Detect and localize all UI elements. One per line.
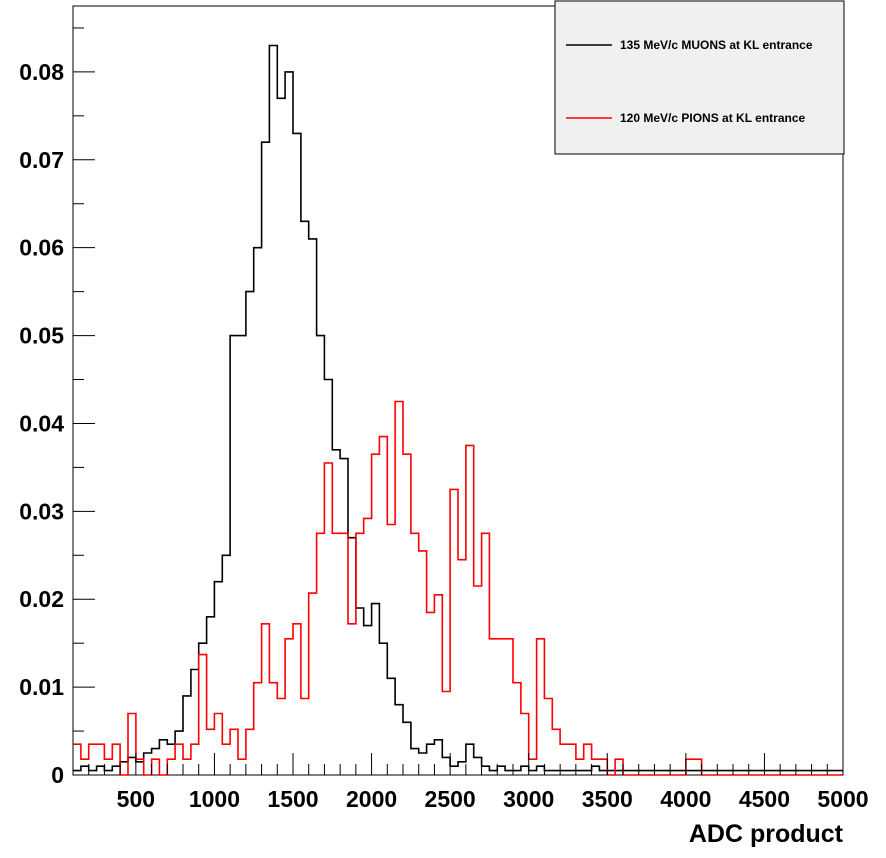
series-muons-histogram: [73, 44, 843, 772]
x-tick-label: 1000: [189, 786, 240, 812]
x-tick-label: 1500: [267, 786, 318, 812]
legend: 135 MeV/c MUONS at KL entrance 120 MeV/c…: [554, 0, 845, 155]
x-tick-label: 4000: [660, 786, 711, 812]
series-pions-histogram: [73, 400, 843, 776]
legend-box: [554, 0, 845, 155]
y-tick-label: 0.03: [19, 498, 64, 524]
tick-layer: [72, 27, 844, 776]
histogram-layer: [73, 44, 843, 776]
y-tick-label: 0.07: [19, 147, 64, 173]
y-tick-label: 0.04: [19, 410, 64, 436]
y-tick-label: 0.01: [19, 674, 64, 700]
x-tick-label: 2500: [425, 786, 476, 812]
legend-label-muons: 135 MeV/c MUONS at KL entrance: [620, 38, 813, 52]
legend-label-pions: 120 MeV/c PIONS at KL entrance: [620, 111, 806, 125]
tick-label-layer: 500 1000 1500 2000 2500 3000 3500 4000 4500 5000 0…: [19, 59, 868, 812]
y-tick-label: 0: [51, 762, 64, 788]
x-tick-label: 5000: [817, 786, 868, 812]
y-tick-label: 0.02: [19, 586, 64, 612]
x-tick-label: 3000: [503, 786, 554, 812]
x-axis-title: ADC product: [689, 820, 844, 848]
y-tick-label: 0.06: [19, 235, 64, 261]
x-tick-label: 500: [117, 786, 155, 812]
x-tick-label: 2000: [346, 786, 397, 812]
x-tick-label: 3500: [582, 786, 633, 812]
y-tick-label: 0.08: [19, 59, 64, 85]
y-tick-label: 0.05: [19, 323, 64, 349]
x-tick-label: 4500: [739, 786, 790, 812]
